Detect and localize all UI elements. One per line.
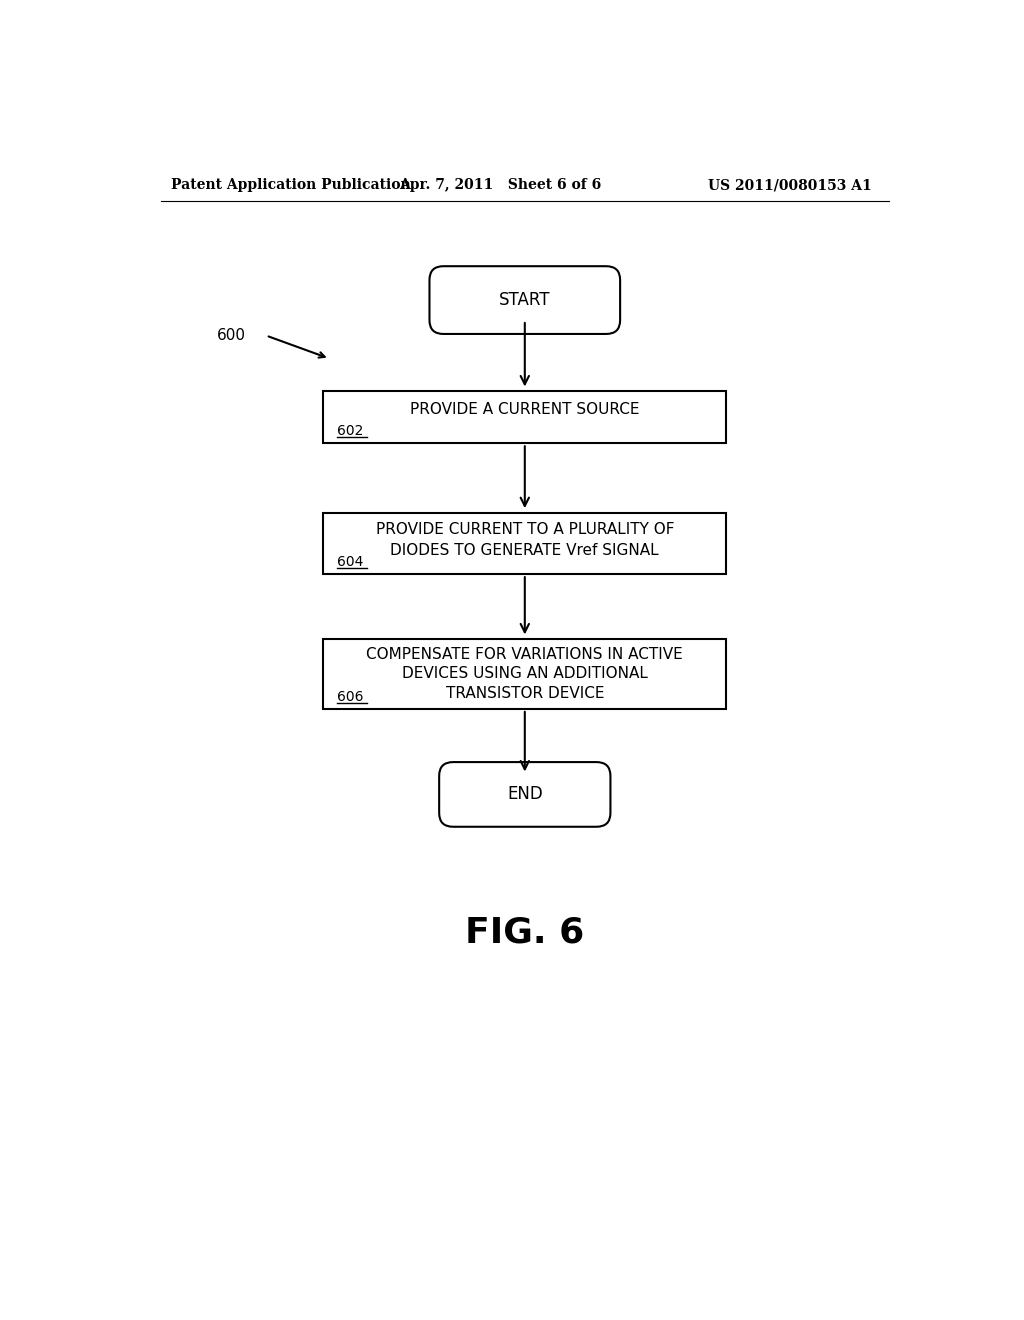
Bar — [324, 639, 726, 709]
Text: 602: 602 — [337, 424, 364, 438]
Text: END: END — [507, 785, 543, 804]
Text: START: START — [499, 292, 551, 309]
Text: US 2011/0080153 A1: US 2011/0080153 A1 — [709, 178, 872, 193]
FancyBboxPatch shape — [439, 762, 610, 826]
Text: 606: 606 — [337, 689, 364, 704]
Bar — [324, 391, 726, 444]
Text: DEVICES USING AN ADDITIONAL: DEVICES USING AN ADDITIONAL — [401, 667, 648, 681]
FancyBboxPatch shape — [429, 267, 621, 334]
Text: 600: 600 — [217, 327, 246, 343]
Text: COMPENSATE FOR VARIATIONS IN ACTIVE: COMPENSATE FOR VARIATIONS IN ACTIVE — [367, 647, 683, 661]
Text: 604: 604 — [337, 554, 364, 569]
Bar — [324, 512, 726, 574]
Text: DIODES TO GENERATE Vref SIGNAL: DIODES TO GENERATE Vref SIGNAL — [390, 544, 659, 558]
Text: Patent Application Publication: Patent Application Publication — [171, 178, 411, 193]
Text: FIG. 6: FIG. 6 — [465, 915, 585, 949]
Text: Apr. 7, 2011   Sheet 6 of 6: Apr. 7, 2011 Sheet 6 of 6 — [399, 178, 601, 193]
Text: PROVIDE A CURRENT SOURCE: PROVIDE A CURRENT SOURCE — [410, 401, 640, 417]
Text: PROVIDE CURRENT TO A PLURALITY OF: PROVIDE CURRENT TO A PLURALITY OF — [376, 523, 674, 537]
Text: TRANSISTOR DEVICE: TRANSISTOR DEVICE — [445, 686, 604, 701]
